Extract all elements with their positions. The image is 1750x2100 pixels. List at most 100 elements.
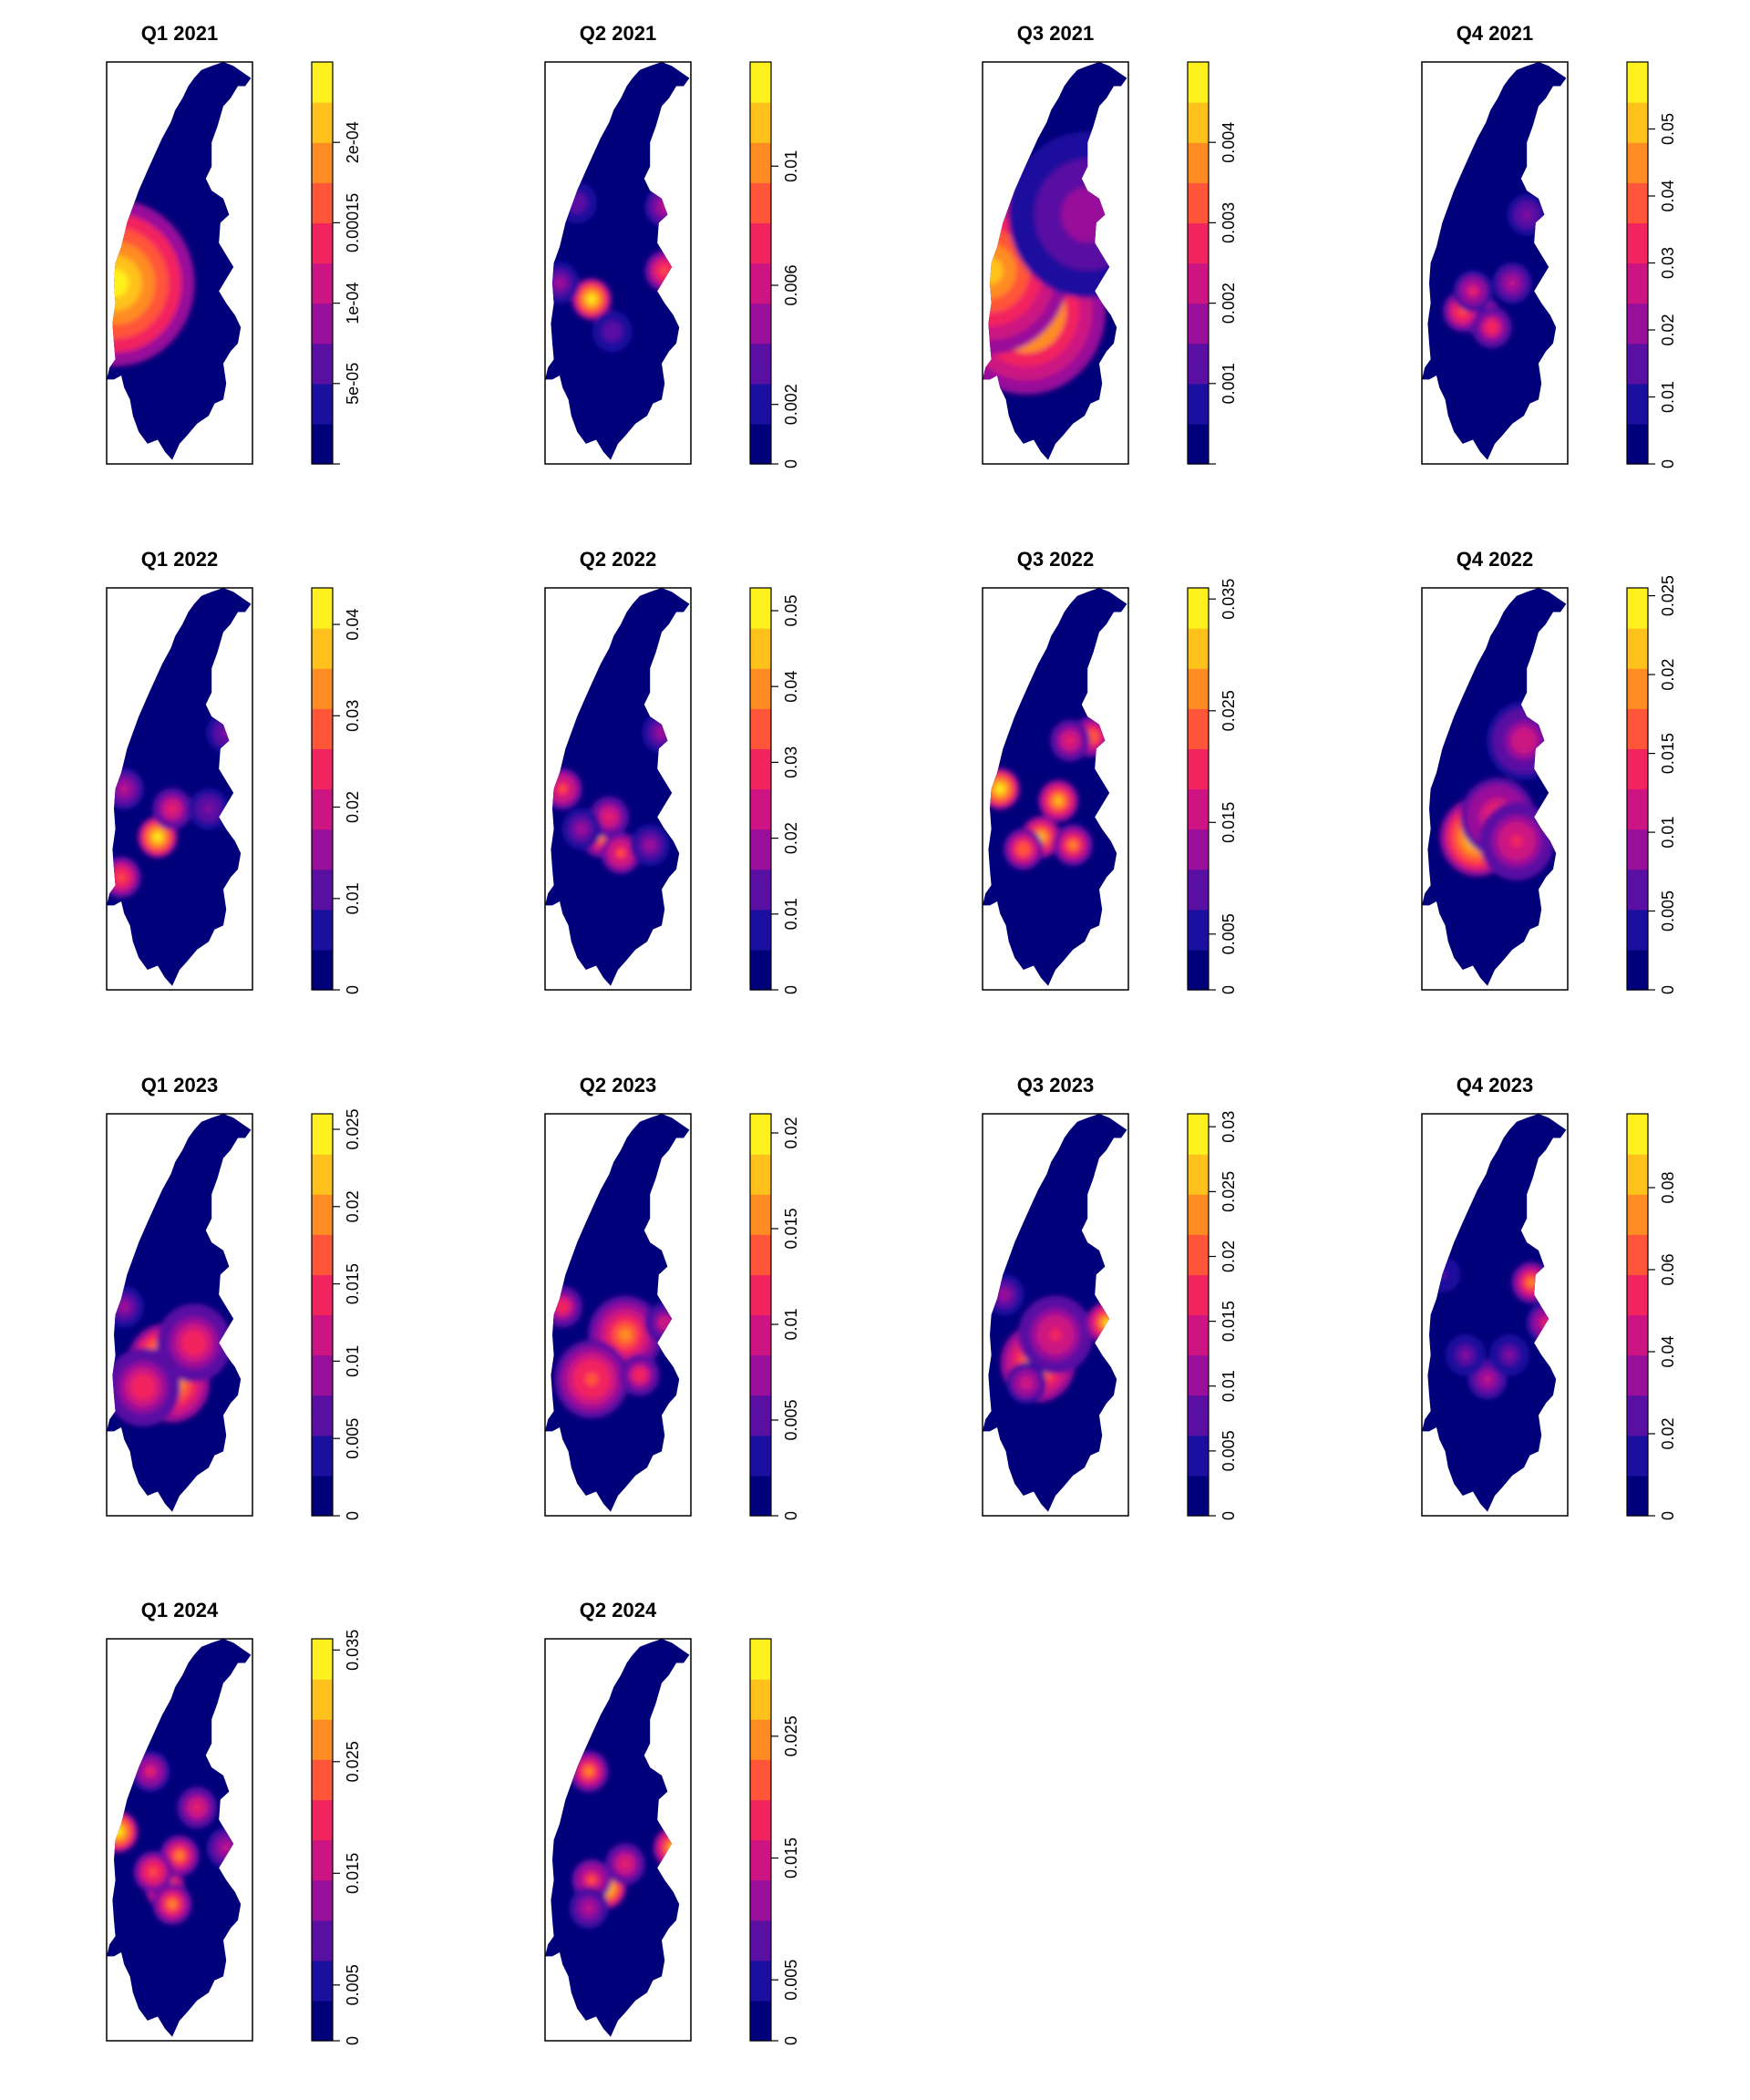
hotspot-1-ring-5 <box>661 267 668 275</box>
colorbar-tick-label: 0.04 <box>782 671 800 703</box>
colorbar-segment <box>750 638 771 649</box>
colorbar-segment <box>1188 182 1209 193</box>
colorbar-tick-label: 0.02 <box>344 1190 362 1222</box>
colorbar-segment <box>1188 293 1209 304</box>
colorbar-tick-label: 0.05 <box>1659 113 1677 145</box>
colorbar-segment <box>1627 1194 1648 1205</box>
colorbar-segment <box>1627 453 1648 465</box>
colorbar-segment <box>312 1465 333 1477</box>
colorbar-segment <box>312 598 333 609</box>
panel-frame <box>106 61 253 465</box>
colorbar-tick-label: 0.006 <box>782 264 800 305</box>
colorbar-segment <box>312 1374 333 1386</box>
density-field <box>1422 588 1567 986</box>
colorbar-segment <box>312 323 333 335</box>
colorbar-segment <box>1627 82 1648 93</box>
colorbar-segment <box>312 1980 333 1992</box>
colorbar-segment <box>750 303 771 314</box>
colorbar-segment <box>1627 949 1648 961</box>
colorbar-segment <box>312 648 333 659</box>
colorbar-segment <box>1627 122 1648 133</box>
colorbar-segment <box>750 1344 771 1356</box>
colorbar-segment <box>750 1134 771 1145</box>
colorbar-segment <box>1627 1274 1648 1286</box>
colorbar-segment <box>312 1495 333 1507</box>
colorbar-segment <box>312 443 333 455</box>
panel-frame <box>1421 61 1569 465</box>
colorbar-tick-label: 2e-04 <box>344 121 362 163</box>
colorbar-tick-label: 0.015 <box>344 1263 362 1304</box>
hotspot-4-ring-5 <box>169 1900 176 1908</box>
colorbar-tick-label: 0 <box>1220 1511 1238 1520</box>
panel-frame <box>982 1113 1129 1517</box>
colorbar-segment <box>1188 658 1209 669</box>
panel-title: Q4 2023 <box>1457 1074 1533 1096</box>
colorbar-tick-label: 0.002 <box>782 384 800 425</box>
colorbar-tick-label: 0.02 <box>1220 1240 1238 1272</box>
colorbar-segment <box>1188 818 1209 830</box>
colorbar-segment <box>1188 1505 1209 1517</box>
panel-q1-2023: Q1 2023 0 0.005 0.01 0.015 0.02 0.025 <box>106 1074 362 1520</box>
colorbar-segment <box>1188 413 1209 425</box>
colorbar-segment <box>312 152 333 163</box>
colorbar-segment <box>312 1164 333 1175</box>
colorbar-segment <box>312 839 333 850</box>
colorbar-segment <box>312 1799 333 1811</box>
colorbar-segment <box>312 859 333 870</box>
colorbar-segment <box>312 363 333 375</box>
colorbar-segment <box>312 1114 333 1125</box>
colorbar-segment <box>312 788 333 800</box>
colorbar-segment <box>750 748 771 760</box>
colorbar-segment <box>1627 1475 1648 1487</box>
colorbar-segment <box>750 869 771 880</box>
colorbar-segment <box>750 1639 771 1650</box>
colorbar-tick-label: 0.01 <box>1659 817 1677 849</box>
colorbar-segment <box>312 1649 333 1660</box>
colorbar-segment <box>1188 768 1209 780</box>
colorbar-segment <box>750 939 771 951</box>
colorbar-segment <box>750 678 771 689</box>
colorbar-segment <box>750 1364 771 1376</box>
colorbar-segment <box>1627 1455 1648 1467</box>
colorbar-tick-label: 0.005 <box>1220 1430 1238 1471</box>
colorbar-segment <box>312 2020 333 2032</box>
colorbar-segment <box>1188 959 1209 971</box>
colorbar-segment <box>1627 1224 1648 1235</box>
hotspot-6-ring-5 <box>147 1767 154 1776</box>
colorbar-segment <box>1188 939 1209 951</box>
colorbar-segment <box>750 608 771 619</box>
colorbar-segment <box>750 1164 771 1175</box>
density-field <box>545 1639 690 2037</box>
colorbar-tick-label: 0.04 <box>1659 1335 1677 1367</box>
colorbar-segment <box>1188 778 1209 790</box>
colorbar-segment <box>312 1254 333 1265</box>
colorbar-segment <box>750 343 771 355</box>
colorbar-tick-label: 0.015 <box>782 1208 800 1249</box>
panel-frame <box>982 61 1129 465</box>
colorbar-segment <box>750 423 771 435</box>
hotspot-3-ring-5 <box>1001 1291 1008 1299</box>
colorbar-segment <box>312 618 333 629</box>
colorbar-segment <box>312 1699 333 1710</box>
colorbar-segment <box>312 1839 333 1851</box>
panel-title: Q3 2021 <box>1017 22 1094 45</box>
colorbar-segment <box>1188 588 1209 599</box>
colorbar-segment <box>312 142 333 153</box>
colorbar-segment <box>1188 343 1209 355</box>
colorbar-segment <box>1188 608 1209 619</box>
colorbar-segment <box>312 1475 333 1487</box>
colorbar-segment <box>1188 1274 1209 1286</box>
colorbar-tick-label: 0.01 <box>1659 381 1677 413</box>
colorbar-segment <box>750 1729 771 1740</box>
colorbar-tick-label: 0.02 <box>782 822 800 854</box>
colorbar-segment <box>312 1425 333 1436</box>
colorbar-segment <box>750 1940 771 1951</box>
colorbar-segment <box>1627 1134 1648 1145</box>
colorbar-segment <box>1188 718 1209 729</box>
colorbar-segment <box>750 909 771 921</box>
colorbar-segment <box>1188 1144 1209 1155</box>
colorbar-segment <box>312 1719 333 1730</box>
hotspot-0-ring-5 <box>154 833 161 841</box>
colorbar-segment <box>312 212 333 224</box>
colorbar-tick-label: 0.02 <box>1659 659 1677 691</box>
